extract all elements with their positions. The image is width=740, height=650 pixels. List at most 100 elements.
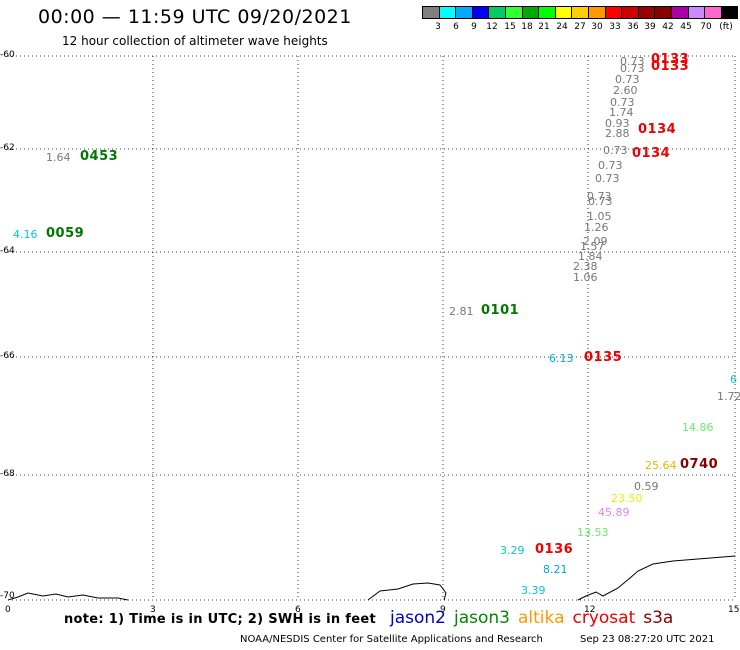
wave-height-label: 0.93: [605, 117, 630, 130]
lon-tick-label: 9: [440, 605, 446, 615]
scale-swatch: [637, 6, 656, 19]
lon-tick-label: 3: [150, 605, 156, 615]
pass-time-label: 0134: [632, 146, 671, 161]
pass-time-label: 0059: [46, 226, 85, 241]
wave-height-label: 1.74: [609, 106, 634, 119]
wave-height-label: 3.29: [500, 544, 525, 557]
scale-label: 70: [700, 22, 712, 32]
lat-tick-label: -64: [0, 246, 15, 256]
satellite-jason3: jason3: [454, 608, 510, 628]
wave-height-label: 6.13: [549, 352, 574, 365]
satellite-altika: altika: [518, 608, 565, 628]
wave-height-label: 1.06: [573, 271, 598, 284]
scale-swatch: [422, 6, 440, 19]
scale-swatch: [687, 6, 706, 19]
scale-label: 33: [609, 22, 621, 32]
pass-time-label: 0740: [680, 457, 719, 472]
lon-tick-label: 15: [728, 605, 740, 615]
scale-swatch: [704, 6, 722, 19]
wave-height-label: 3.39: [521, 584, 546, 597]
wave-height-label: 23.50: [611, 492, 643, 505]
wave-height-label: 2.88: [605, 127, 630, 140]
pass-time-label: 0101: [481, 303, 520, 318]
scale-label: 12: [486, 22, 498, 32]
lon-tick-label: 6: [295, 605, 301, 615]
scale-swatch: [554, 6, 573, 19]
scale-label: 39: [644, 22, 656, 32]
wave-height-label: 25.64: [645, 459, 677, 472]
coastline-left: [7, 592, 129, 601]
page-title: 00:00 — 11:59 UTC 09/20/2021: [38, 6, 352, 28]
scale-swatch: [504, 6, 523, 19]
scale-swatch: [571, 6, 589, 19]
scale-label: 18: [521, 22, 533, 32]
scale-label: 21: [538, 22, 550, 32]
wave-height-label: 2.38: [573, 260, 598, 273]
scale-swatch: [587, 6, 606, 19]
scale-label: 30: [591, 22, 603, 32]
footer-note: note: 1) Time is in UTC; 2) SWH is in fe…: [64, 612, 376, 627]
wave-height-label: 8.21: [543, 563, 568, 576]
lon-tick-label: 12: [584, 605, 596, 615]
satellite-s3a: s3a: [643, 608, 674, 628]
wave-height-label: 2.09: [583, 235, 608, 248]
wave-height-label: 0.59: [634, 480, 659, 493]
lat-tick-label: -60: [0, 50, 15, 60]
pass-time-label: 0133: [651, 52, 690, 67]
map-plot-area[interactable]: -60 -62 -64 -66 -68 -70 0 3 6 9 12 15 1.64 0453 4.16 0…: [0, 50, 740, 615]
wave-height-label: 0.73: [587, 190, 612, 203]
wave-height-label: 13.53: [577, 526, 609, 539]
wave-height-label: 0.73: [598, 159, 623, 172]
wave-height-color-scale: [422, 6, 739, 19]
scale-label: 6: [453, 22, 459, 32]
generated-timestamp: Sep 23 08:27:20 UTC 2021: [580, 634, 715, 645]
coastline-right: [577, 555, 736, 601]
scale-swatch: [604, 6, 623, 19]
wave-height-label: 2.81: [449, 305, 474, 318]
scale-swatch: [538, 6, 556, 19]
wave-height-label: 0.73: [588, 195, 613, 208]
scale-swatch: [654, 6, 672, 19]
scale-swatch: [455, 6, 473, 19]
scale-swatch: [438, 6, 457, 19]
lat-tick-label: -62: [0, 143, 15, 153]
color-scale-labels: 3 6 9 12 15 18 21 24 27 30 33 36 39 42 45 70 (ft): [422, 22, 738, 34]
wave-height-label: 1.26: [584, 221, 609, 234]
scale-label: 27: [574, 22, 586, 32]
scale-label: 15: [504, 22, 516, 32]
wave-height-label: 0.73: [603, 144, 628, 157]
scale-label: 3: [435, 22, 441, 32]
scale-swatch: [488, 6, 506, 19]
scale-swatch: [471, 6, 490, 19]
wave-height-label: 1.57: [580, 240, 605, 253]
scale-label: (ft): [719, 22, 733, 32]
lat-tick-label: -66: [0, 351, 15, 361]
coastline-middle: [367, 582, 447, 601]
scale-swatch: [670, 6, 689, 19]
page-subtitle: 12 hour collection of altimeter wave hei…: [62, 34, 328, 48]
lon-tick-label: 0: [5, 605, 11, 615]
pass-time-label: 0453: [80, 149, 119, 164]
map-canvas: [7, 55, 736, 601]
wave-height-label: 2.60: [613, 84, 638, 97]
satellite-legend: jason2 jason3 altika cryosat s3a: [390, 608, 681, 628]
pass-time-label: 0134: [638, 122, 677, 137]
wave-height-label: 1.72: [717, 390, 740, 403]
scale-label: 24: [556, 22, 568, 32]
wave-height-label: 45.89: [598, 506, 630, 519]
credit-text: NOAA/NESDIS Center for Satellite Applica…: [240, 634, 543, 645]
scale-swatch: [720, 6, 739, 19]
satellite-cryosat: cryosat: [572, 608, 636, 628]
lat-tick-label: -70: [0, 591, 15, 601]
wave-height-label: 1.64: [46, 151, 71, 164]
lat-tick-label: -68: [0, 469, 15, 479]
wave-height-label: 14.86: [682, 421, 714, 434]
wave-height-label: 0.73: [620, 62, 645, 75]
wave-height-label: 0.73: [620, 55, 645, 68]
wave-height-label: 0.73: [595, 172, 620, 185]
wave-height-label: 6: [730, 373, 737, 386]
scale-swatch: [521, 6, 540, 19]
scale-label: 9: [471, 22, 477, 32]
pass-time-label: 0133: [651, 59, 690, 74]
wave-height-label: 1.05: [587, 210, 612, 223]
